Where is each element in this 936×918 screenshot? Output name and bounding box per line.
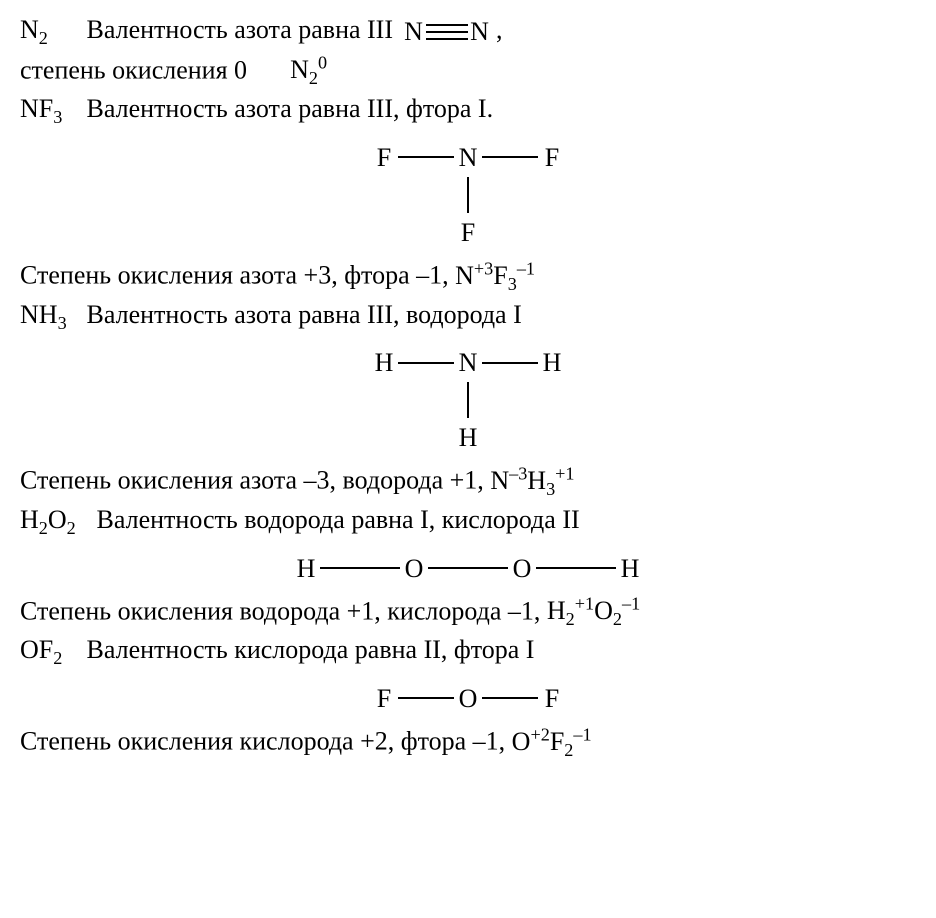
n2-structure: N N	[404, 14, 490, 49]
bond-icon	[398, 362, 454, 364]
n2-line1: N2 Валентность азота равна III N N ,	[20, 12, 916, 51]
of2-formula: OF2	[20, 632, 80, 671]
h2o2-ox-line: Степень окисления водорода +1, кислорода…	[20, 592, 916, 632]
nh3-formula: NH3	[20, 297, 80, 336]
n2-formula: N2	[20, 12, 80, 51]
of2-ox-line: Степень окисления кислорода +2, фтора –1…	[20, 722, 916, 762]
n2-struct-left: N	[404, 14, 424, 49]
bond-icon	[467, 177, 469, 213]
nh3-ox-line: Степень окисления азота –3, водорода +1,…	[20, 461, 916, 501]
of2-diagram: F O F	[20, 681, 916, 716]
h2o2-ox-formula: H2+1O2–1	[547, 596, 640, 625]
n2-oxstate-text: степень окисления 0	[20, 55, 247, 84]
nh3-line1: NH3 Валентность азота равна III, водород…	[20, 297, 916, 336]
nf3-diagram: F N F F	[20, 140, 916, 250]
bond-icon	[428, 567, 508, 569]
n2-oxstate-formula: N20	[290, 55, 327, 84]
n2-valence-text: Валентность азота равна III	[87, 15, 394, 44]
h2o2-valence-text: Валентность водорода равна I, кислорода …	[97, 505, 580, 534]
bond-icon	[398, 156, 454, 158]
of2-valence-text: Валентность кислорода равна II, фтора I	[87, 635, 535, 664]
bond-icon	[482, 697, 538, 699]
h2o2-line1: H2O2 Валентность водорода равна I, кисло…	[20, 502, 916, 541]
nh3-diagram: H N H H	[20, 345, 916, 455]
comma: ,	[496, 15, 503, 44]
bond-icon	[398, 697, 454, 699]
h2o2-formula: H2O2	[20, 502, 90, 541]
nf3-valence-text: Валентность азота равна III, фтора I.	[87, 94, 494, 123]
bond-icon	[482, 362, 538, 364]
nh3-ox-formula: N–3H3+1	[490, 466, 574, 495]
bond-icon	[482, 156, 538, 158]
n2-elem: N	[20, 15, 39, 44]
bond-icon	[467, 382, 469, 418]
h2o2-diagram: H O O H	[20, 551, 916, 586]
bond-icon	[320, 567, 400, 569]
nf3-formula: NF3	[20, 91, 80, 130]
nh3-valence-text: Валентность азота равна III, водорода I	[87, 300, 522, 329]
n2-struct-right: N	[470, 14, 490, 49]
n2-sub: 2	[39, 28, 48, 48]
nf3-line1: NF3 Валентность азота равна III, фтора I…	[20, 91, 916, 130]
bond-icon	[536, 567, 616, 569]
nf3-ox-formula: N+3F3–1	[455, 261, 535, 290]
nf3-ox-line: Степень окисления азота +3, фтора –1, N+…	[20, 256, 916, 296]
triple-bond-icon	[426, 23, 468, 41]
of2-line1: OF2 Валентность кислорода равна II, фтор…	[20, 632, 916, 671]
n2-line2: степень окисления 0 N20	[20, 51, 916, 91]
of2-ox-formula: O+2F2–1	[512, 727, 592, 756]
